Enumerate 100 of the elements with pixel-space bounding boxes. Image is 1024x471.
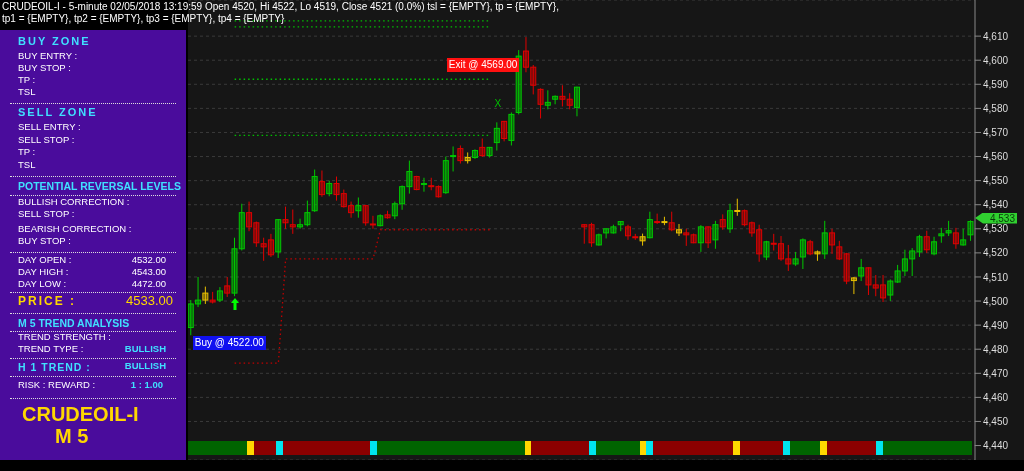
y-tick-label: 4,510 xyxy=(983,271,1009,283)
text: TP : xyxy=(18,146,36,159)
candlestick xyxy=(188,299,194,336)
candlestick xyxy=(603,227,610,239)
candlestick xyxy=(756,224,763,263)
candlestick xyxy=(945,220,952,237)
candlestick xyxy=(501,120,508,142)
candlestick xyxy=(654,213,661,225)
candlestick xyxy=(209,291,216,304)
candlestick xyxy=(202,286,209,305)
candlestick xyxy=(610,224,617,235)
candlestick xyxy=(712,220,719,250)
candlestick xyxy=(275,218,282,259)
candlestick xyxy=(836,240,843,261)
candlestick xyxy=(719,213,726,231)
y-tick-label: 4,600 xyxy=(983,54,1009,66)
candlestick xyxy=(326,180,333,197)
text: PRICE : xyxy=(18,293,77,309)
candlestick xyxy=(785,244,792,272)
candlestick xyxy=(544,89,551,110)
text: TSL xyxy=(18,159,36,172)
text: RISK : REWARD : xyxy=(18,379,96,392)
candlestick xyxy=(581,223,588,245)
candlestick xyxy=(639,233,646,247)
candlestick xyxy=(311,169,318,213)
candlestick xyxy=(391,201,398,220)
candlestick xyxy=(348,201,355,219)
y-tick-label: 4,610 xyxy=(983,30,1009,42)
candlestick xyxy=(690,233,697,244)
candlestick xyxy=(668,211,675,232)
candlestick xyxy=(865,266,872,296)
text: 4472.00 xyxy=(131,278,166,291)
candlestick xyxy=(216,286,223,303)
text: SELL STOP : xyxy=(18,208,75,221)
text: SELL ENTRY : xyxy=(18,121,81,134)
candlestick xyxy=(552,94,559,105)
text: SELL STOP : xyxy=(18,134,75,147)
candlestick xyxy=(741,209,748,227)
candlestick xyxy=(457,144,464,165)
candlestick xyxy=(340,189,347,209)
candlestick xyxy=(559,84,566,107)
candlestick xyxy=(362,204,369,227)
text: POTENTIAL REVERSAL LEVELS xyxy=(18,179,181,192)
candlestick xyxy=(646,211,653,239)
candlestick xyxy=(799,237,806,270)
y-tick-label: 4,450 xyxy=(983,416,1009,428)
y-tick-label: 4,480 xyxy=(983,343,1009,355)
candlestick xyxy=(260,237,267,262)
candlestick xyxy=(195,276,202,308)
candlestick xyxy=(537,87,544,119)
y-tick-label: 4,500 xyxy=(983,295,1009,307)
y-tick-label: 4,550 xyxy=(983,175,1009,187)
text: TP : xyxy=(18,74,36,87)
candlestick xyxy=(916,234,923,258)
candlestick xyxy=(595,233,602,247)
candlestick xyxy=(282,206,289,230)
candlestick xyxy=(289,209,296,235)
candlestick xyxy=(872,274,879,297)
y-tick-label: 4,530 xyxy=(983,223,1009,235)
candlestick xyxy=(967,219,974,242)
text: BULLISH xyxy=(124,360,166,373)
candlestick xyxy=(697,224,704,253)
candlestick xyxy=(683,228,690,247)
y-tick-label: 4,520 xyxy=(983,247,1009,259)
candlestick xyxy=(246,201,253,232)
candlestick xyxy=(304,200,311,227)
candlestick xyxy=(413,175,420,191)
y-tick-label: 4,540 xyxy=(983,199,1009,211)
candlestick xyxy=(909,247,916,277)
candlestick xyxy=(238,203,245,251)
candlestick xyxy=(530,64,537,95)
candlestick xyxy=(435,184,442,198)
y-tick-label: 4,590 xyxy=(983,78,1009,90)
candlestick xyxy=(384,210,391,220)
candlestick xyxy=(428,177,435,191)
candlestick xyxy=(938,227,945,244)
text: DAY HIGH : xyxy=(18,266,69,279)
candlestick xyxy=(486,146,493,159)
candlestick xyxy=(406,160,413,195)
candlestick xyxy=(807,239,814,256)
chart-title: CRUDEOIL-I - 5-minute 02/05/2018 13:19:59 Open 4520, Hi 4522, Lo 4519, Close 4521 (0.0%) tsl = {EMPTY}, tp = {EMPTY}, xyxy=(2,1,559,13)
candlestick xyxy=(399,184,406,211)
candlestick xyxy=(377,213,384,227)
candlestick xyxy=(333,176,340,202)
candlestick xyxy=(858,258,865,282)
text: BEARISH CORRECTION : xyxy=(18,223,132,236)
text: H 1 TREND : xyxy=(18,360,91,373)
candlestick xyxy=(814,249,821,262)
text: 4543.00 xyxy=(131,266,166,279)
text: BUY STOP : xyxy=(18,62,71,75)
text: CRUDEOIL-I xyxy=(22,403,139,426)
candlestick xyxy=(901,249,908,277)
candlestick xyxy=(493,121,500,152)
candlestick xyxy=(923,230,930,254)
candlestick xyxy=(297,218,304,230)
text: TREND STRENGTH : xyxy=(18,331,111,344)
y-tick-label: 4,460 xyxy=(983,391,1009,403)
text: DAY LOW : xyxy=(18,278,67,291)
candlestick xyxy=(931,236,938,256)
candlestick xyxy=(267,233,274,258)
